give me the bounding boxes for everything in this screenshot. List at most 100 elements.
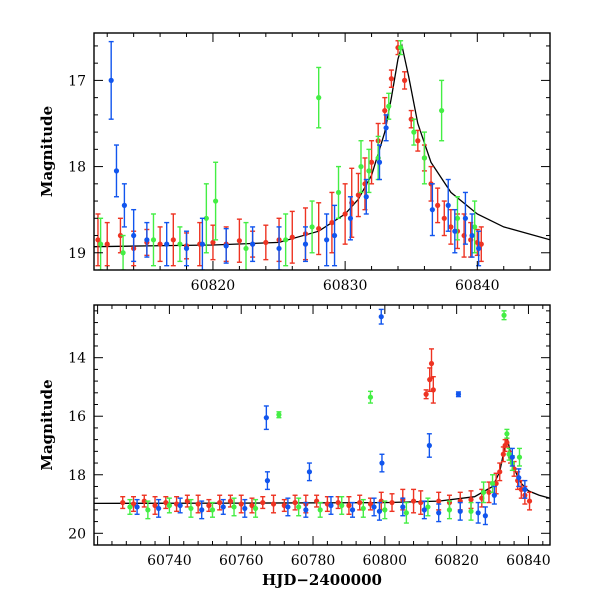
- data-point: [376, 501, 383, 521]
- data-point: [421, 131, 428, 185]
- point-marker: [309, 224, 315, 230]
- data-point: [328, 496, 334, 515]
- data-point: [382, 500, 388, 520]
- data-point: [283, 213, 289, 267]
- data-point: [177, 226, 183, 263]
- point-marker: [130, 501, 137, 507]
- point-marker: [152, 502, 158, 509]
- point-marker: [482, 513, 488, 519]
- point-marker: [163, 499, 169, 506]
- data-point: [386, 92, 392, 120]
- point-marker: [209, 507, 216, 513]
- x-tick-label: 60760: [219, 553, 264, 569]
- data-point: [236, 218, 242, 263]
- data-point: [130, 496, 137, 513]
- data-point: [252, 498, 259, 518]
- point-marker: [446, 507, 453, 513]
- data-point: [426, 433, 432, 458]
- data-point: [423, 389, 429, 400]
- data-point: [335, 165, 342, 219]
- data-point: [276, 226, 282, 270]
- point-marker: [349, 507, 356, 513]
- x-tick-label: 60840: [506, 553, 551, 569]
- data-point: [309, 200, 315, 254]
- data-point: [120, 234, 126, 270]
- point-marker: [347, 215, 354, 221]
- data-point: [238, 494, 244, 514]
- point-marker: [363, 194, 369, 200]
- point-marker: [472, 224, 478, 230]
- data-point: [472, 200, 478, 254]
- data-point: [331, 204, 338, 267]
- point-marker: [183, 245, 190, 252]
- y-tick-label: 19: [68, 246, 86, 262]
- data-point: [454, 196, 461, 241]
- data-point: [355, 172, 361, 218]
- data-point: [108, 40, 114, 120]
- series-blue: [108, 40, 482, 270]
- data-point: [324, 213, 330, 267]
- point-marker: [316, 226, 322, 232]
- x-tick-label: 60740: [147, 553, 192, 569]
- data-point: [285, 497, 291, 517]
- point-marker: [383, 125, 389, 131]
- data-point: [389, 493, 395, 513]
- point-marker: [249, 502, 255, 509]
- point-marker: [516, 475, 522, 481]
- point-marker: [386, 103, 392, 109]
- data-point: [303, 501, 309, 518]
- point-marker: [367, 501, 374, 507]
- x-tick-label: 60820: [434, 553, 479, 569]
- point-marker: [382, 107, 388, 114]
- series-blue: [134, 308, 528, 526]
- point-marker: [296, 504, 302, 510]
- point-marker: [428, 360, 435, 367]
- point-marker: [346, 502, 352, 509]
- point-marker: [360, 505, 366, 512]
- point-marker: [408, 116, 414, 122]
- point-marker: [117, 232, 124, 239]
- x-axis-title: HJD−2400000: [262, 571, 382, 589]
- point-marker: [475, 510, 481, 516]
- point-marker: [199, 507, 205, 513]
- point-marker: [518, 486, 524, 492]
- point-marker: [342, 211, 348, 217]
- point-marker: [121, 202, 127, 208]
- point-marker: [289, 234, 295, 240]
- data-point: [183, 230, 190, 267]
- data-point: [357, 494, 363, 511]
- data-point: [452, 208, 458, 254]
- data-point: [314, 494, 320, 508]
- point-marker: [252, 505, 259, 512]
- data-point: [209, 501, 216, 518]
- data-point: [127, 498, 133, 515]
- point-marker: [213, 198, 219, 204]
- point-marker: [504, 439, 510, 446]
- point-marker: [504, 431, 510, 437]
- point-marker: [357, 499, 363, 506]
- point-marker: [415, 138, 421, 144]
- data-point: [302, 226, 309, 263]
- data-point: [411, 118, 417, 146]
- data-point: [217, 494, 223, 511]
- data-point: [289, 210, 295, 264]
- data-point: [400, 497, 406, 517]
- point-marker: [263, 415, 269, 421]
- data-point: [367, 497, 374, 511]
- point-marker: [426, 442, 432, 449]
- point-marker: [388, 76, 394, 82]
- point-marker: [292, 499, 298, 506]
- data-point: [526, 491, 533, 511]
- data-point: [368, 140, 375, 185]
- point-marker: [276, 245, 282, 252]
- data-point: [329, 191, 335, 254]
- point-marker: [411, 129, 417, 135]
- point-marker: [98, 241, 104, 247]
- point-marker: [324, 237, 330, 243]
- point-marker: [436, 498, 442, 504]
- data-point: [402, 71, 408, 90]
- point-marker: [439, 107, 445, 114]
- point-marker: [206, 502, 212, 509]
- y-tick-label: 18: [68, 160, 86, 176]
- point-marker: [403, 510, 409, 516]
